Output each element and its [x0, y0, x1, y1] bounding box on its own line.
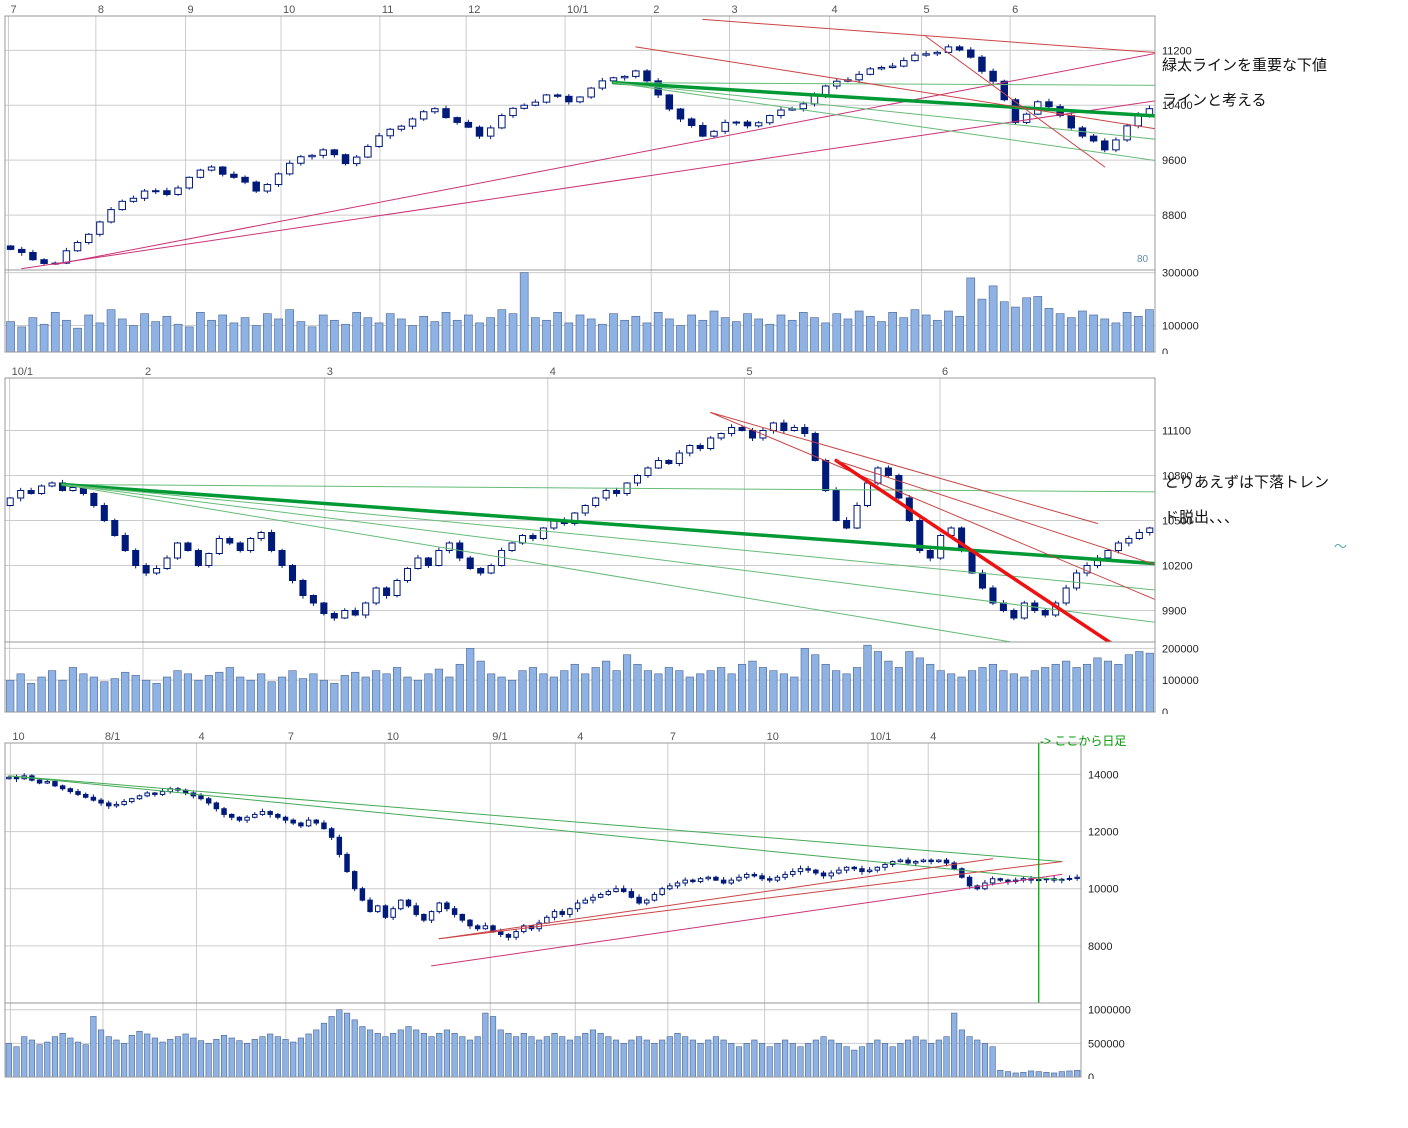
svg-text:7: 7	[670, 731, 676, 743]
svg-text:8: 8	[98, 4, 104, 16]
svg-text:100000: 100000	[1162, 675, 1199, 687]
svg-text:9600: 9600	[1162, 155, 1186, 167]
stray-mark: ～	[1334, 539, 1348, 554]
svg-text:500000: 500000	[1088, 1038, 1125, 1050]
daily-chart-note: とりあえずは下落トレン ド脱出、、、	[1164, 465, 1329, 535]
svg-text:9: 9	[188, 4, 194, 16]
svg-text:200000: 200000	[1162, 643, 1199, 655]
svg-text:10/1: 10/1	[567, 4, 588, 16]
svg-text:8800: 8800	[1162, 210, 1186, 222]
svg-text:10: 10	[12, 731, 24, 743]
svg-text:4: 4	[199, 731, 205, 743]
svg-text:4: 4	[577, 731, 583, 743]
svg-text:5: 5	[746, 366, 752, 378]
svg-text:100000: 100000	[1162, 321, 1199, 333]
svg-text:80: 80	[1137, 254, 1149, 265]
daily-start-marker-label: -> ここから日足	[1040, 734, 1127, 748]
svg-text:8000: 8000	[1088, 941, 1112, 953]
svg-text:10200: 10200	[1162, 561, 1193, 573]
svg-text:10: 10	[283, 4, 295, 16]
svg-text:1000000: 1000000	[1088, 1005, 1131, 1017]
svg-text:2: 2	[653, 4, 659, 16]
svg-text:11100: 11100	[1162, 426, 1191, 438]
svg-text:10/1: 10/1	[870, 731, 891, 743]
svg-text:0: 0	[1162, 347, 1168, 354]
svg-text:9900: 9900	[1162, 606, 1186, 618]
svg-text:2: 2	[145, 366, 151, 378]
svg-text:6: 6	[1012, 4, 1018, 16]
weekly-chart-panel: 7 8 9 10 11 12 10/1 2 3 4 5 6 11200 10400 9600 8800 3000…	[4, 4, 1199, 354]
svg-text:4: 4	[930, 731, 936, 743]
weekly-chart-note-line1: 緑太ラインを重要な下値	[1162, 57, 1328, 74]
svg-text:12000: 12000	[1088, 827, 1119, 839]
weekly-chart-note: 緑太ラインを重要な下値 ラインと考える	[1162, 48, 1327, 118]
svg-text:0: 0	[1162, 707, 1168, 714]
longterm-chart-panel: 10 8/1 4 7 10 9/1 4 7 10 10/1 4 14000 12000 10000 8000…	[4, 731, 1131, 1079]
svg-text:10400: 10400	[1162, 100, 1193, 112]
svg-text:10800: 10800	[1162, 471, 1193, 483]
svg-text:300000: 300000	[1162, 268, 1199, 280]
svg-text:6: 6	[942, 366, 948, 378]
svg-text:11200: 11200	[1162, 45, 1192, 57]
daily-chart-note-line2: ド脱出、、、	[1164, 509, 1240, 526]
svg-text:0: 0	[1088, 1072, 1094, 1079]
svg-text:7: 7	[288, 731, 294, 743]
svg-text:7: 7	[10, 4, 16, 16]
svg-text:12: 12	[468, 4, 480, 16]
svg-text:10: 10	[387, 731, 399, 743]
svg-text:8/1: 8/1	[105, 731, 120, 743]
svg-text:10500: 10500	[1162, 516, 1193, 528]
svg-text:5: 5	[924, 4, 930, 16]
svg-text:10000: 10000	[1088, 884, 1119, 896]
svg-text:14000: 14000	[1088, 769, 1119, 781]
weekly-chart-note-line2: ラインと考える	[1162, 92, 1267, 109]
svg-text:4: 4	[832, 4, 838, 16]
daily-chart-panel: 10/1 2 3 4 5 6 11100 10800 10500 10200 9900 200000 1…	[4, 366, 1199, 714]
svg-text:10: 10	[767, 731, 779, 743]
svg-text:3: 3	[327, 366, 333, 378]
svg-text:10/1: 10/1	[12, 366, 33, 378]
svg-text:11: 11	[382, 4, 393, 16]
daily-chart-note-line1: とりあえずは下落トレン	[1164, 474, 1330, 491]
svg-text:3: 3	[732, 4, 738, 16]
svg-text:9/1: 9/1	[492, 731, 507, 743]
svg-text:4: 4	[550, 366, 556, 378]
